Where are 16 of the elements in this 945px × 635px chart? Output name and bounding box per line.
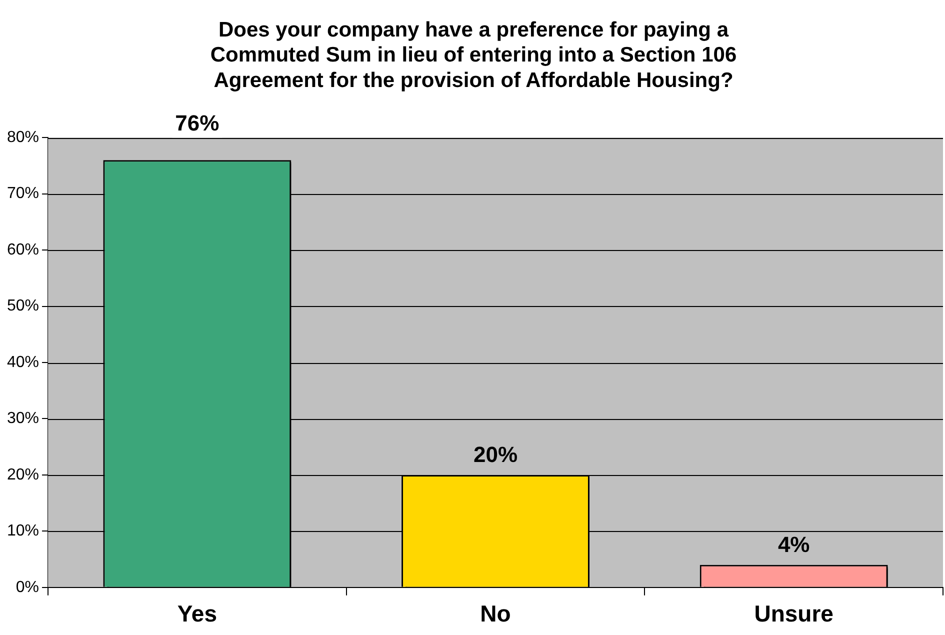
- x-tick-label: Unsure: [754, 600, 834, 627]
- data-label: 20%: [473, 442, 518, 468]
- data-label: 76%: [175, 110, 220, 136]
- y-tick-label: 30%: [6, 410, 40, 428]
- x-tick-label: No: [480, 600, 511, 627]
- y-tick-label: 0%: [16, 578, 40, 596]
- x-tick-label: Yes: [177, 600, 218, 627]
- chart-title: Does your company have a preference for paying a Commuted Sum in lieu of entering into a Section 106 Agreement for the provision of Affordable Housing?: [210, 18, 737, 92]
- y-tick-label: 80%: [6, 129, 40, 146]
- y-tick-label: 60%: [6, 241, 40, 258]
- y-tick-label: 10%: [6, 522, 40, 540]
- y-tick-label: 70%: [6, 185, 40, 202]
- y-tick-label: 20%: [6, 466, 40, 484]
- data-label: 4%: [778, 532, 810, 557]
- y-tick-label: 40%: [6, 354, 40, 371]
- y-tick-label: 50%: [6, 298, 40, 315]
